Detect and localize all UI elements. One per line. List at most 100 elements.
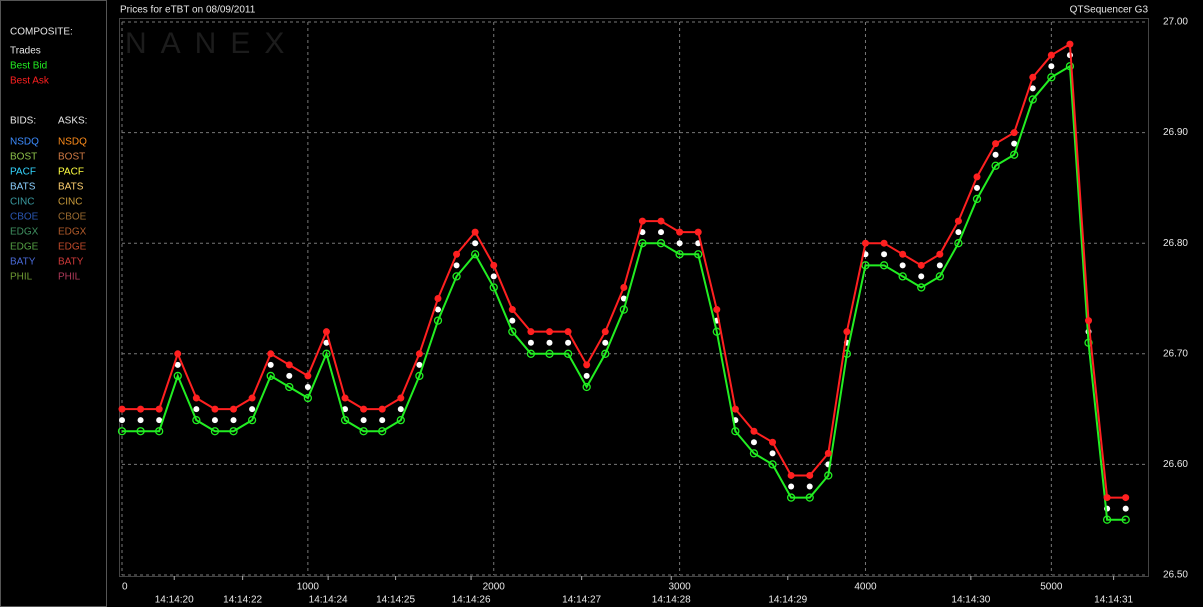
bid-point bbox=[155, 427, 164, 436]
chart-subtitle: QTSequencer G3 bbox=[1070, 5, 1149, 16]
ask-point bbox=[155, 405, 163, 413]
trade-point bbox=[1048, 63, 1055, 70]
bids-heading: BIDS: bbox=[10, 116, 36, 127]
trade-point bbox=[992, 151, 999, 158]
ask-point bbox=[322, 328, 330, 336]
ask-point bbox=[248, 394, 256, 402]
bid-exchange: NSDQ bbox=[10, 137, 39, 148]
y-tick-label: 26.80 bbox=[1163, 238, 1188, 249]
bid-point bbox=[340, 416, 350, 425]
bid-point bbox=[433, 316, 443, 325]
ask-exchange: BOST bbox=[58, 152, 85, 163]
legend-entry: Trades bbox=[10, 46, 41, 57]
ask-point bbox=[1066, 40, 1074, 48]
asks-heading: ASKS: bbox=[58, 116, 87, 127]
bid-point bbox=[563, 349, 573, 358]
ask-point bbox=[713, 306, 721, 314]
trade-point bbox=[527, 339, 534, 346]
trade-point bbox=[565, 339, 572, 346]
bid-point bbox=[285, 382, 294, 392]
ask-point bbox=[1029, 73, 1037, 81]
bid-point bbox=[694, 250, 703, 259]
bid-point bbox=[471, 250, 480, 259]
ask-point bbox=[1047, 51, 1055, 59]
bid-point bbox=[1028, 95, 1037, 104]
ask-point bbox=[694, 228, 702, 236]
bid-point bbox=[935, 272, 944, 281]
trade-point bbox=[658, 229, 665, 236]
trade-point bbox=[249, 406, 256, 413]
price-line bbox=[122, 64, 1126, 521]
ask-point bbox=[415, 350, 423, 358]
plot-frame bbox=[119, 18, 1149, 577]
bid-exchange: BATY bbox=[10, 257, 36, 268]
ask-point bbox=[1122, 494, 1130, 502]
bid-point bbox=[619, 305, 628, 314]
time-tick-label: 14:14:31 bbox=[1094, 595, 1133, 606]
ask-exchange: NSDQ bbox=[58, 137, 87, 148]
ask-point bbox=[137, 405, 145, 413]
legend-panel bbox=[0, 0, 107, 607]
trade-point bbox=[156, 417, 163, 424]
bid-point bbox=[322, 349, 331, 358]
ask-point bbox=[211, 405, 219, 413]
time-tick-label: 14:14:20 bbox=[155, 595, 194, 606]
ask-point bbox=[453, 250, 461, 258]
ask-point bbox=[787, 471, 795, 479]
ask-point bbox=[824, 449, 832, 457]
bid-point bbox=[247, 416, 257, 425]
bid-point bbox=[917, 283, 926, 292]
trade-point bbox=[899, 262, 906, 269]
trade-point bbox=[955, 229, 962, 236]
ask-point bbox=[397, 394, 405, 402]
legend-entry: Best Ask bbox=[10, 76, 50, 87]
ask-point bbox=[378, 405, 386, 413]
ask-point bbox=[564, 328, 572, 336]
trade-point bbox=[342, 406, 349, 413]
bid-exchange: CBOE bbox=[10, 212, 39, 223]
ask-point bbox=[1085, 317, 1093, 325]
ask-point bbox=[843, 328, 851, 336]
bid-point bbox=[1102, 515, 1112, 524]
ask-point bbox=[285, 361, 293, 369]
ask-exchange: BATS bbox=[58, 182, 84, 193]
bid-exchange: PHIL bbox=[10, 272, 33, 283]
trade-point bbox=[416, 361, 423, 368]
bid-point bbox=[452, 272, 461, 281]
trade-point bbox=[769, 450, 776, 457]
bid-point bbox=[415, 371, 424, 381]
time-tick-label: 14:14:28 bbox=[652, 595, 691, 606]
bid-point bbox=[545, 349, 554, 358]
bid-point bbox=[378, 427, 387, 436]
ask-point bbox=[750, 427, 758, 435]
composite-heading: COMPOSITE: bbox=[10, 27, 73, 38]
ask-point bbox=[899, 250, 907, 258]
bid-point bbox=[396, 416, 405, 425]
x-tick-label: 2000 bbox=[483, 582, 506, 593]
time-tick-label: 14:14:30 bbox=[951, 595, 990, 606]
trade-point bbox=[360, 417, 367, 424]
ask-point bbox=[638, 217, 646, 225]
legend-entry: Best Bid bbox=[10, 61, 47, 72]
y-tick-label: 26.60 bbox=[1163, 459, 1188, 470]
ask-point bbox=[657, 217, 665, 225]
ask-point bbox=[806, 471, 814, 479]
trade-point bbox=[490, 273, 497, 280]
ask-point bbox=[1103, 494, 1111, 502]
ask-point bbox=[118, 405, 126, 413]
ask-exchange: BATY bbox=[58, 257, 84, 268]
bid-point bbox=[173, 371, 182, 381]
ask-point bbox=[490, 261, 498, 269]
y-tick-label: 26.90 bbox=[1163, 127, 1188, 138]
ask-point bbox=[508, 306, 516, 314]
bid-point bbox=[768, 460, 777, 469]
bid-point bbox=[210, 427, 220, 436]
bid-point bbox=[879, 261, 889, 270]
bid-point bbox=[117, 427, 127, 436]
trade-point bbox=[750, 439, 757, 446]
ask-point bbox=[583, 361, 591, 369]
bid-point bbox=[1010, 150, 1019, 159]
trade-point bbox=[397, 406, 404, 413]
bid-point bbox=[266, 371, 275, 381]
ask-exchange: PACF bbox=[58, 167, 84, 178]
